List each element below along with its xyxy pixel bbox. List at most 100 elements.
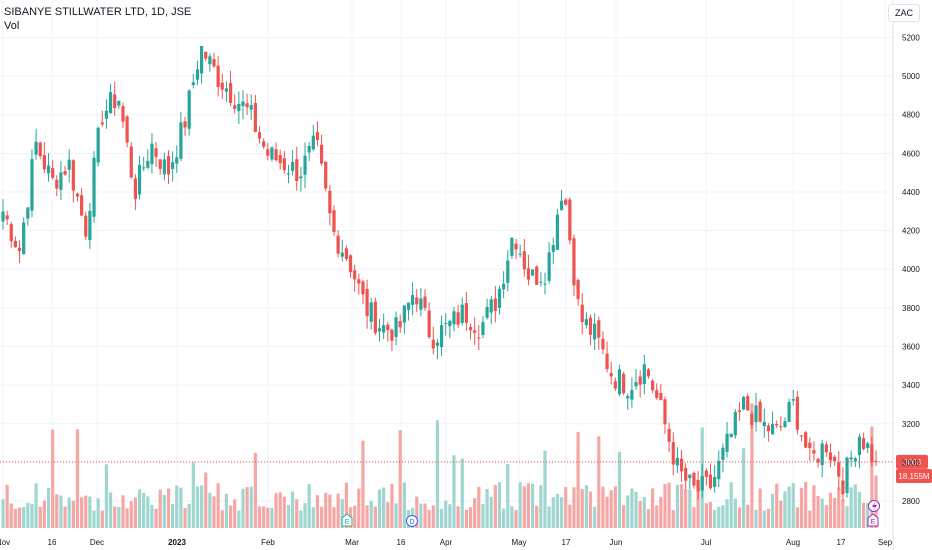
candle-body[interactable] — [605, 353, 609, 370]
candle-body[interactable] — [812, 450, 816, 454]
candle-body[interactable] — [609, 372, 613, 377]
candle-body[interactable] — [530, 269, 535, 276]
candle-body[interactable] — [108, 92, 113, 114]
candle-body[interactable] — [444, 323, 448, 325]
candle-body[interactable] — [398, 321, 402, 328]
candle-body[interactable] — [593, 323, 597, 340]
candle-body[interactable] — [67, 159, 71, 170]
candle-body[interactable] — [423, 296, 427, 308]
candle-body[interactable] — [808, 442, 812, 449]
candle-body[interactable] — [59, 172, 63, 190]
candle-body[interactable] — [228, 82, 233, 103]
candle-body[interactable] — [38, 142, 42, 157]
candle-body[interactable] — [22, 222, 26, 255]
candle-body[interactable] — [427, 310, 431, 338]
candle-body[interactable] — [216, 65, 220, 88]
candle-body[interactable] — [779, 426, 783, 428]
candle-body[interactable] — [137, 164, 142, 195]
candle-body[interactable] — [564, 199, 568, 205]
candle-body[interactable] — [497, 288, 502, 308]
candle-body[interactable] — [799, 435, 804, 437]
candle-body[interactable] — [679, 458, 684, 472]
candle-body[interactable] — [406, 302, 411, 310]
candle-body[interactable] — [154, 148, 158, 157]
candle-body[interactable] — [278, 155, 282, 163]
candle-body[interactable] — [315, 132, 320, 140]
candle-body[interactable] — [262, 141, 266, 147]
candle-body[interactable] — [282, 158, 286, 171]
candle-body[interactable] — [117, 100, 121, 106]
candle-body[interactable] — [634, 382, 638, 387]
candle-body[interactable] — [518, 253, 522, 255]
candle-body[interactable] — [547, 252, 551, 281]
candle-body[interactable] — [233, 105, 237, 109]
candle-body[interactable] — [133, 178, 137, 200]
candle-body[interactable] — [307, 145, 311, 153]
candle-body[interactable] — [522, 251, 526, 270]
candle-body[interactable] — [613, 381, 617, 389]
candle-body[interactable] — [795, 396, 799, 430]
candle-body[interactable] — [456, 312, 460, 325]
candle-body[interactable] — [100, 122, 104, 125]
candle-body[interactable] — [369, 302, 373, 322]
candle-body[interactable] — [175, 157, 179, 164]
candle-body[interactable] — [775, 423, 779, 426]
candle-body[interactable] — [688, 474, 692, 479]
earnings-marker-icon[interactable] — [867, 513, 879, 527]
candle-body[interactable] — [622, 373, 626, 394]
candle-body[interactable] — [675, 457, 680, 466]
candle-body[interactable] — [146, 160, 150, 168]
candle-body[interactable] — [493, 298, 497, 311]
candle-body[interactable] — [696, 479, 700, 492]
candle-body[interactable] — [473, 330, 477, 333]
candle-body[interactable] — [804, 432, 808, 448]
candle-body[interactable] — [431, 339, 435, 349]
candle-body[interactable] — [394, 317, 398, 337]
candle-body[interactable] — [92, 157, 96, 217]
candle-body[interactable] — [650, 380, 655, 391]
candle-body[interactable] — [655, 390, 659, 398]
candle-body[interactable] — [551, 244, 555, 252]
candle-body[interactable] — [435, 342, 440, 346]
candle-body[interactable] — [737, 410, 742, 412]
candle-body[interactable] — [659, 392, 663, 401]
candle-body[interactable] — [861, 438, 866, 449]
candle-body[interactable] — [357, 279, 361, 284]
candle-body[interactable] — [597, 320, 601, 338]
candle-body[interactable] — [75, 193, 80, 197]
candle-body[interactable] — [324, 161, 328, 189]
candle-body[interactable] — [742, 397, 746, 410]
candle-body[interactable] — [46, 165, 51, 174]
candle-body[interactable] — [754, 405, 758, 423]
currency-button[interactable]: ZAC — [888, 4, 920, 22]
candle-body[interactable] — [71, 160, 75, 191]
candle-body[interactable] — [555, 214, 560, 250]
candle-body[interactable] — [845, 457, 849, 493]
candle-body[interactable] — [291, 162, 295, 171]
candle-body[interactable] — [390, 329, 394, 341]
candle-body[interactable] — [849, 457, 853, 460]
candle-body[interactable] — [17, 247, 22, 251]
candle-body[interactable] — [584, 319, 588, 326]
candle-body[interactable] — [733, 412, 737, 436]
candle-body[interactable] — [704, 470, 708, 477]
candle-body[interactable] — [543, 283, 547, 285]
candle-body[interactable] — [870, 444, 874, 462]
candle-body[interactable] — [1, 211, 5, 222]
candle-body[interactable] — [386, 324, 390, 331]
candle-body[interactable] — [13, 240, 18, 248]
candle-body[interactable] — [348, 255, 353, 273]
candle-body[interactable] — [708, 474, 713, 489]
candle-body[interactable] — [638, 376, 642, 385]
candle-body[interactable] — [80, 195, 84, 216]
candle-body[interactable] — [5, 215, 9, 220]
candle-body[interactable] — [415, 297, 419, 305]
candle-body[interactable] — [402, 305, 406, 323]
candle-body[interactable] — [725, 433, 729, 452]
candle-body[interactable] — [824, 444, 828, 453]
candle-body[interactable] — [580, 304, 584, 323]
candle-body[interactable] — [646, 369, 651, 377]
candle-body[interactable] — [766, 425, 771, 432]
candle-body[interactable] — [311, 135, 315, 150]
